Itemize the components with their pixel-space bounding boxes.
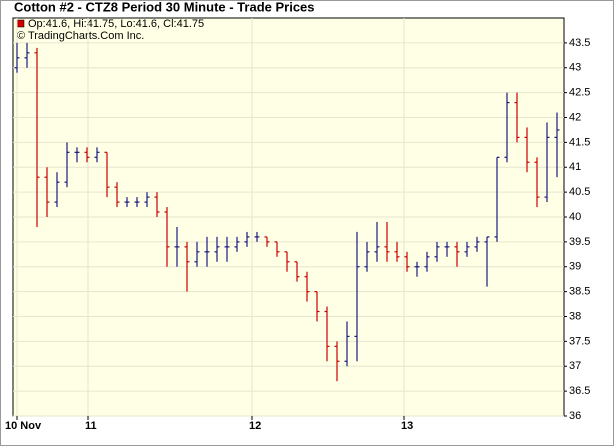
y-tick-label: 43.5	[569, 37, 590, 49]
y-tick-label: 36	[569, 410, 581, 422]
y-tick-label: 42	[569, 111, 581, 123]
y-tick-label: 40.5	[569, 186, 590, 198]
y-tick-label: 39	[569, 261, 581, 273]
x-tick-label: 10 Nov	[5, 420, 42, 432]
legend-text: Op:41.6, Hi:41.75, Lo:41.6, Cl:41.75	[28, 18, 204, 30]
copyright: © TradingCharts.Com Inc.	[17, 30, 144, 42]
y-tick-label: 42.5	[569, 87, 590, 99]
legend-swatch	[16, 19, 25, 28]
y-tick-label: 43	[569, 62, 581, 74]
y-tick-label: 36.5	[569, 385, 590, 397]
y-tick-label: 39.5	[569, 236, 590, 248]
y-tick-label: 37	[569, 360, 581, 372]
x-tick-label: 13	[401, 420, 413, 432]
y-tick-label: 41	[569, 161, 581, 173]
y-tick-label: 40	[569, 211, 581, 223]
y-tick-label: 41.5	[569, 136, 590, 148]
y-tick-label: 38.5	[569, 286, 590, 298]
y-tick-label: 37.5	[569, 335, 590, 347]
x-tick-label: 11	[85, 420, 97, 432]
y-tick-label: 38	[569, 310, 581, 322]
x-tick-label: 12	[249, 420, 261, 432]
chart-title: Cotton #2 - CTZ8 Period 30 Minute - Trad…	[14, 0, 315, 14]
